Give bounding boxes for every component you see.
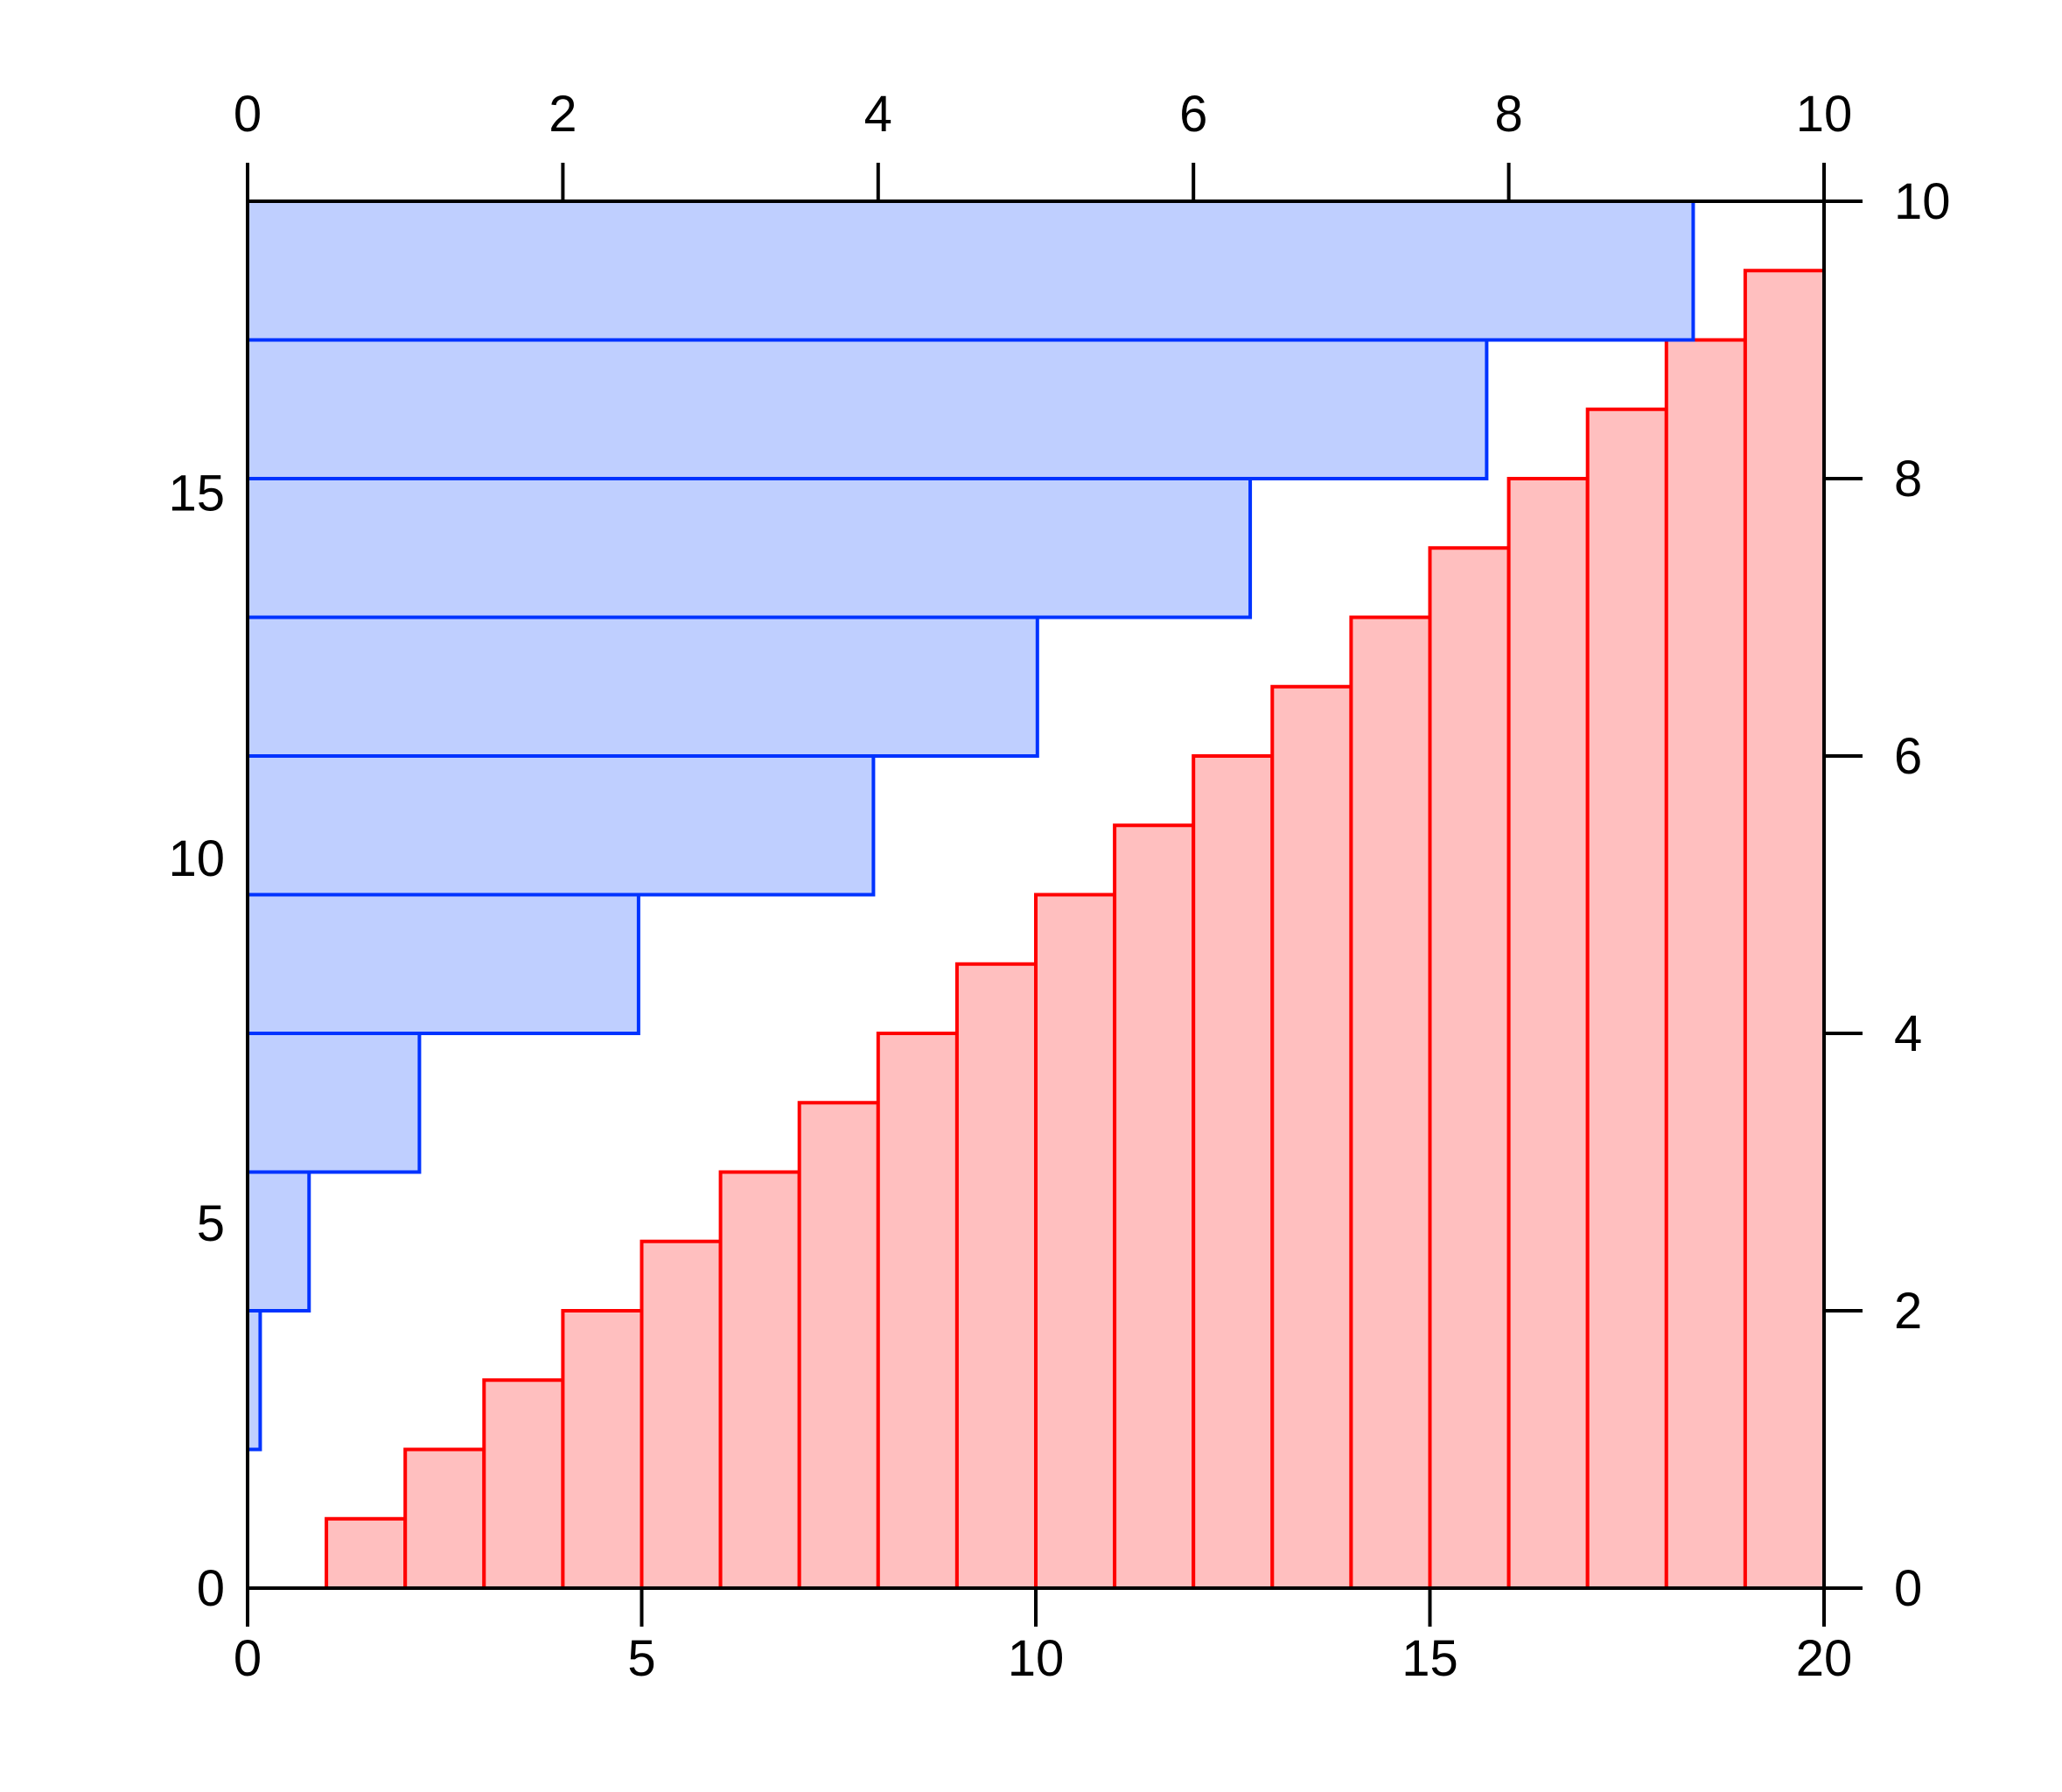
red-bar	[876, 1032, 959, 1590]
red-bar	[1428, 546, 1511, 1590]
top-x-tick-label: 4	[864, 86, 892, 143]
blue-bar	[246, 1309, 262, 1452]
blue-bar	[246, 754, 876, 897]
red-bar	[1743, 269, 1827, 1590]
left-y-tick-label: 10	[168, 830, 225, 887]
blue-bar	[246, 1170, 311, 1312]
blue-bar	[246, 615, 1039, 758]
left-y-tick-label: 5	[197, 1195, 225, 1252]
red-bar	[482, 1378, 565, 1590]
red-bar	[954, 962, 1038, 1590]
red-bar	[325, 1516, 408, 1590]
left-y-tick-label: 15	[168, 466, 225, 522]
blue-bar	[246, 1032, 422, 1174]
blue-bar	[246, 892, 640, 1035]
left-y-tick-label: 0	[197, 1560, 225, 1617]
blue-bar	[246, 338, 1489, 480]
blue-bar-series	[246, 200, 1695, 1590]
top-x-tick-label: 6	[1179, 86, 1207, 143]
right-y-tick-label: 10	[1894, 173, 1951, 230]
red-bar	[1113, 823, 1196, 1590]
red-bar	[1270, 684, 1353, 1590]
red-bar	[797, 1101, 880, 1590]
red-bar	[1506, 477, 1590, 1590]
red-bar	[1034, 892, 1117, 1590]
axes: 0 5 10 15 20 0 2 4 6 8 10 0 2 4 6 8 10 0 5 10 15	[168, 86, 1950, 1687]
right-y-tick-label: 0	[1894, 1560, 1922, 1617]
right-y-tick-label: 8	[1894, 451, 1922, 508]
right-y-tick-label: 4	[1894, 1005, 1922, 1062]
red-bar	[1585, 407, 1668, 1590]
bottom-x-tick-label: 5	[627, 1630, 655, 1687]
top-x-tick-label: 0	[234, 86, 262, 143]
bottom-x-tick-label: 15	[1401, 1630, 1458, 1687]
red-bar-series	[246, 269, 1827, 1591]
bottom-x-tick-label: 10	[1008, 1630, 1065, 1687]
blue-bar	[246, 200, 1695, 342]
top-x-tick-label: 10	[1796, 86, 1853, 143]
bottom-x-tick-label: 20	[1796, 1630, 1853, 1687]
right-y-tick-label: 6	[1894, 728, 1922, 785]
red-bar	[1664, 338, 1747, 1590]
red-bar	[1192, 754, 1275, 1590]
bottom-x-tick-label: 0	[234, 1630, 262, 1687]
red-bar	[561, 1309, 644, 1590]
red-bar	[1349, 615, 1432, 1590]
top-x-tick-label: 2	[549, 86, 577, 143]
right-y-tick-label: 2	[1894, 1283, 1922, 1340]
blue-bar	[246, 477, 1253, 620]
red-bar	[718, 1170, 801, 1590]
red-bar	[640, 1239, 723, 1590]
red-bar	[403, 1447, 486, 1590]
top-x-tick-label: 8	[1494, 86, 1522, 143]
